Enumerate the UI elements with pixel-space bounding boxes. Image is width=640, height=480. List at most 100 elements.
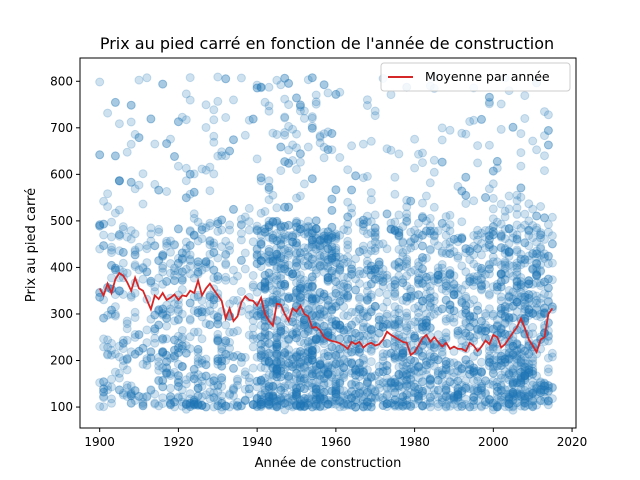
scatter-point bbox=[256, 226, 266, 236]
scatter-point bbox=[181, 400, 191, 410]
scatter-point bbox=[496, 243, 506, 253]
scatter-point bbox=[95, 221, 105, 231]
scatter-point bbox=[252, 376, 262, 386]
scatter-point bbox=[268, 190, 278, 200]
scatter-point bbox=[362, 401, 372, 411]
scatter-point bbox=[351, 274, 361, 284]
scatter-point bbox=[370, 210, 380, 220]
scatter-point bbox=[142, 73, 152, 83]
scatter-point bbox=[166, 304, 175, 314]
scatter-point bbox=[339, 327, 349, 337]
scatter-point bbox=[469, 275, 479, 285]
scatter-point bbox=[484, 346, 494, 356]
scatter-point bbox=[221, 113, 231, 122]
scatter-point bbox=[524, 225, 534, 235]
scatter-point bbox=[484, 140, 494, 150]
scatter-point bbox=[425, 228, 435, 238]
scatter-point bbox=[170, 316, 179, 326]
scatter-point bbox=[272, 262, 282, 272]
scatter-point bbox=[319, 307, 329, 317]
scatter-point bbox=[410, 333, 420, 343]
scatter-point bbox=[225, 327, 235, 337]
scatter-point bbox=[370, 333, 380, 343]
scatter-point bbox=[99, 313, 109, 323]
scatter-point bbox=[398, 237, 408, 247]
scatter-point bbox=[418, 198, 427, 208]
scatter-point bbox=[221, 320, 231, 330]
scatter-point bbox=[221, 74, 231, 84]
scatter-point bbox=[276, 400, 286, 410]
scatter-point bbox=[390, 378, 400, 388]
scatter-point bbox=[488, 179, 498, 189]
scatter-point bbox=[362, 397, 372, 407]
scatter-point bbox=[351, 254, 361, 264]
scatter-point bbox=[445, 313, 455, 323]
scatter-point bbox=[418, 388, 427, 398]
scatter-point bbox=[236, 220, 246, 230]
scatter-point bbox=[504, 297, 514, 307]
scatter-point bbox=[402, 292, 412, 302]
scatter-point bbox=[185, 256, 195, 266]
scatter-point bbox=[126, 177, 136, 187]
scatter-point bbox=[398, 360, 408, 370]
scatter-point bbox=[382, 297, 392, 307]
scatter-point bbox=[343, 291, 353, 301]
scatter-point bbox=[520, 395, 530, 405]
scatter-point bbox=[299, 329, 309, 339]
scatter-point bbox=[292, 361, 301, 371]
scatter-point bbox=[130, 247, 140, 257]
scatter-point bbox=[390, 225, 400, 235]
scatter-point bbox=[185, 73, 195, 83]
scatter-point bbox=[402, 381, 412, 391]
scatter-point bbox=[181, 341, 191, 351]
scatter-point bbox=[457, 364, 467, 374]
scatter-point bbox=[540, 213, 549, 223]
scatter-point bbox=[158, 79, 168, 89]
scatter-point bbox=[520, 371, 530, 381]
scatter-point bbox=[520, 398, 530, 408]
scatter-point bbox=[394, 210, 404, 220]
scatter-point bbox=[303, 142, 313, 152]
scatter-point bbox=[433, 277, 443, 287]
scatter-point bbox=[496, 370, 506, 380]
scatter-point bbox=[244, 384, 254, 394]
scatter-point bbox=[366, 136, 376, 146]
scatter-point bbox=[240, 130, 250, 140]
scatter-point bbox=[284, 78, 294, 88]
scatter-point bbox=[520, 356, 530, 366]
scatter-point bbox=[295, 285, 305, 295]
scatter-point bbox=[276, 166, 286, 176]
scatter-point bbox=[146, 385, 156, 395]
scatter-point bbox=[449, 372, 459, 382]
scatter-point bbox=[303, 398, 313, 408]
scatter-point bbox=[402, 292, 412, 302]
scatter-point bbox=[437, 260, 447, 269]
scatter-point bbox=[126, 139, 136, 149]
scatter-point bbox=[122, 355, 132, 365]
scatter-point bbox=[457, 296, 467, 306]
scatter-point bbox=[303, 366, 313, 376]
scatter-point bbox=[181, 193, 191, 203]
scatter-point bbox=[185, 250, 195, 260]
scatter-point bbox=[433, 402, 443, 412]
scatter-point bbox=[307, 335, 317, 345]
scatter-point bbox=[481, 326, 490, 336]
scatter-point bbox=[528, 309, 538, 319]
scatter-point bbox=[327, 302, 337, 312]
scatter-point bbox=[390, 259, 400, 269]
scatter-point bbox=[335, 358, 345, 368]
scatter-point bbox=[500, 259, 510, 268]
scatter-point bbox=[421, 289, 431, 299]
scatter-point bbox=[477, 266, 486, 276]
scatter-point bbox=[402, 209, 412, 219]
scatter-point bbox=[193, 327, 203, 337]
scatter-point bbox=[162, 310, 172, 320]
scatter-point bbox=[536, 309, 546, 319]
scatter-point bbox=[268, 371, 278, 381]
scatter-point bbox=[315, 356, 325, 366]
scatter-point bbox=[295, 401, 305, 410]
scatter-point bbox=[410, 333, 420, 343]
scatter-point bbox=[461, 244, 471, 254]
scatter-point bbox=[496, 199, 506, 209]
scatter-point bbox=[292, 193, 301, 203]
